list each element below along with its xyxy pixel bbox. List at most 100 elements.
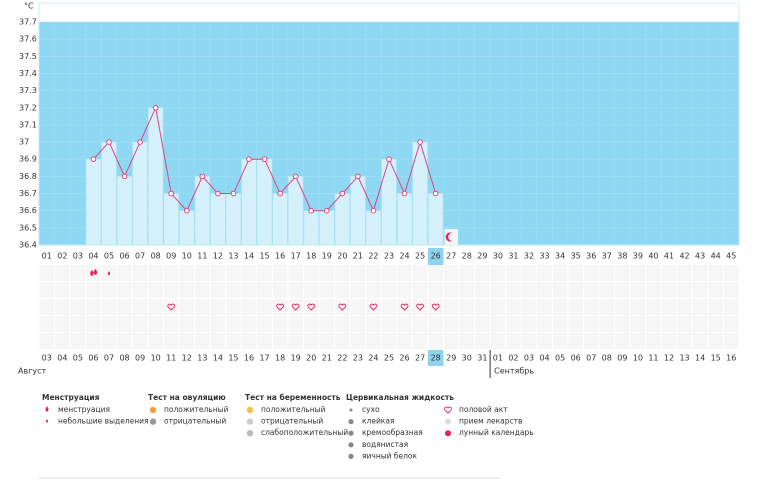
cell <box>692 282 708 298</box>
cell <box>335 265 350 281</box>
temp-point <box>137 139 143 145</box>
cell <box>195 282 210 298</box>
legend-item: сухо <box>362 405 380 414</box>
cell <box>303 265 319 281</box>
y-tick-label: 36.7 <box>19 189 37 198</box>
day-label: 20 <box>337 252 347 261</box>
legend-item: отрицательный <box>164 417 226 426</box>
date-label: 29 <box>446 354 456 363</box>
cell <box>568 316 583 332</box>
date-label: 25 <box>384 354 394 363</box>
cell <box>163 333 179 349</box>
day-label: 40 <box>648 252 658 261</box>
cell <box>55 299 70 315</box>
day-label: 11 <box>197 252 207 261</box>
date-label: 23 <box>353 354 363 363</box>
cell <box>55 265 70 281</box>
date-label: 10 <box>151 354 161 363</box>
day-label: 45 <box>726 252 736 261</box>
legend-item: отрицательный <box>261 417 323 426</box>
y-tick-label: 37.4 <box>19 69 37 78</box>
cell <box>723 299 739 315</box>
temp-point <box>417 139 423 145</box>
legend-item: менструация <box>58 405 110 414</box>
bar <box>132 141 148 246</box>
cell <box>288 299 303 315</box>
temp-point <box>292 173 299 180</box>
temp-point <box>183 207 190 214</box>
cell <box>552 265 568 281</box>
cell <box>692 333 708 349</box>
cell <box>692 316 708 332</box>
cell <box>272 299 288 315</box>
cell <box>241 282 257 298</box>
day-label: 25 <box>415 252 425 261</box>
cell <box>70 265 86 281</box>
legend-icon <box>348 442 354 448</box>
temp-point <box>90 156 97 163</box>
temp-point <box>339 190 346 197</box>
legend-item: яичный белок <box>362 451 418 460</box>
date-label: 18 <box>275 354 285 363</box>
legend-item: прием лекарств <box>459 417 522 426</box>
cell <box>646 333 661 349</box>
cell <box>490 316 506 332</box>
cell <box>428 333 443 349</box>
cell <box>661 316 677 332</box>
cell <box>226 282 241 298</box>
day-label: 42 <box>679 252 689 261</box>
cell <box>661 282 677 298</box>
temp-point <box>152 104 159 111</box>
cell <box>70 333 86 349</box>
day-label: 41 <box>664 252 674 261</box>
cell <box>148 333 163 349</box>
cell <box>381 265 397 281</box>
cell <box>381 282 397 298</box>
cell <box>428 282 443 298</box>
cell <box>86 282 101 298</box>
cell <box>319 333 335 349</box>
cell <box>148 282 163 298</box>
day-label: 32 <box>524 252 534 261</box>
y-tick-label: 37.1 <box>19 120 37 129</box>
cell <box>366 299 381 315</box>
cell <box>132 282 148 298</box>
cell <box>708 333 723 349</box>
spotting-icon <box>107 271 111 276</box>
cell <box>692 299 708 315</box>
cell <box>428 265 443 281</box>
sex-icon <box>369 303 378 311</box>
cell <box>537 299 552 315</box>
temp-point <box>199 173 206 180</box>
temp-point <box>106 139 112 145</box>
cell <box>475 316 490 332</box>
cell <box>226 316 241 332</box>
cell <box>646 316 661 332</box>
cell <box>101 299 117 315</box>
cell <box>319 265 335 281</box>
date-label: 06 <box>88 354 98 363</box>
cell <box>443 333 459 349</box>
cell <box>708 265 723 281</box>
cell <box>117 282 132 298</box>
cell <box>195 333 210 349</box>
legend-icon <box>445 430 451 437</box>
date-label: 03 <box>524 354 534 363</box>
y-tick-label: 36.9 <box>19 155 37 164</box>
cell <box>86 333 101 349</box>
date-label: 11 <box>648 354 658 363</box>
cell <box>646 299 661 315</box>
cell <box>397 316 412 332</box>
cell <box>397 265 412 281</box>
cell <box>537 265 552 281</box>
cell <box>163 316 179 332</box>
cell <box>226 299 241 315</box>
cell <box>443 282 459 298</box>
cell <box>117 333 132 349</box>
legend-title: Тест на овуляцию <box>148 393 226 402</box>
cell <box>568 282 583 298</box>
cell <box>428 299 443 315</box>
date-label: 30 <box>462 354 472 363</box>
bar <box>148 107 164 246</box>
day-label: 03 <box>73 252 83 261</box>
